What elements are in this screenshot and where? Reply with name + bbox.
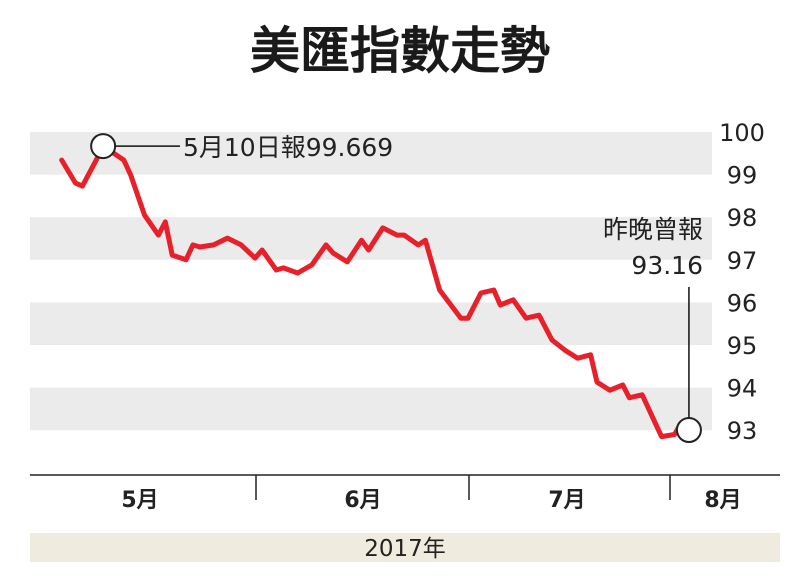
grid-band <box>30 217 712 260</box>
x-tick-label: 8月 <box>704 488 741 513</box>
grid-band <box>30 132 712 175</box>
y-tick-label: 98 <box>727 204 758 232</box>
year-label: 2017年 <box>364 536 446 562</box>
chart-title: 美匯指數走勢 <box>250 21 550 80</box>
x-tick-label: 7月 <box>548 488 585 513</box>
x-tick-label: 6月 <box>344 488 381 513</box>
x-axis: 5月 6月 7月 8月 <box>121 475 742 513</box>
grid-bands <box>30 132 712 431</box>
last-annotation-label: 昨晚曾報 <box>603 215 703 244</box>
series-line <box>59 143 684 440</box>
y-tick-label: 95 <box>727 332 758 360</box>
y-tick-label: 99 <box>727 162 758 190</box>
y-tick-label: 96 <box>727 289 758 317</box>
y-tick-label: 93 <box>727 417 758 445</box>
x-tick-label: 5月 <box>121 488 158 513</box>
grid-band <box>30 302 712 345</box>
y-axis: 100 99 98 97 96 95 94 93 <box>719 119 765 445</box>
y-tick-label: 97 <box>727 247 758 275</box>
grid-band <box>30 387 712 431</box>
peak-annotation: 5月10日報99.669 <box>183 133 393 162</box>
last-marker <box>675 417 702 443</box>
year-band <box>30 533 780 562</box>
peak-marker <box>90 133 117 160</box>
y-tick-label: 94 <box>727 375 758 403</box>
last-annotation-value: 93.16 <box>631 251 703 280</box>
y-tick-label: 100 <box>719 119 765 147</box>
